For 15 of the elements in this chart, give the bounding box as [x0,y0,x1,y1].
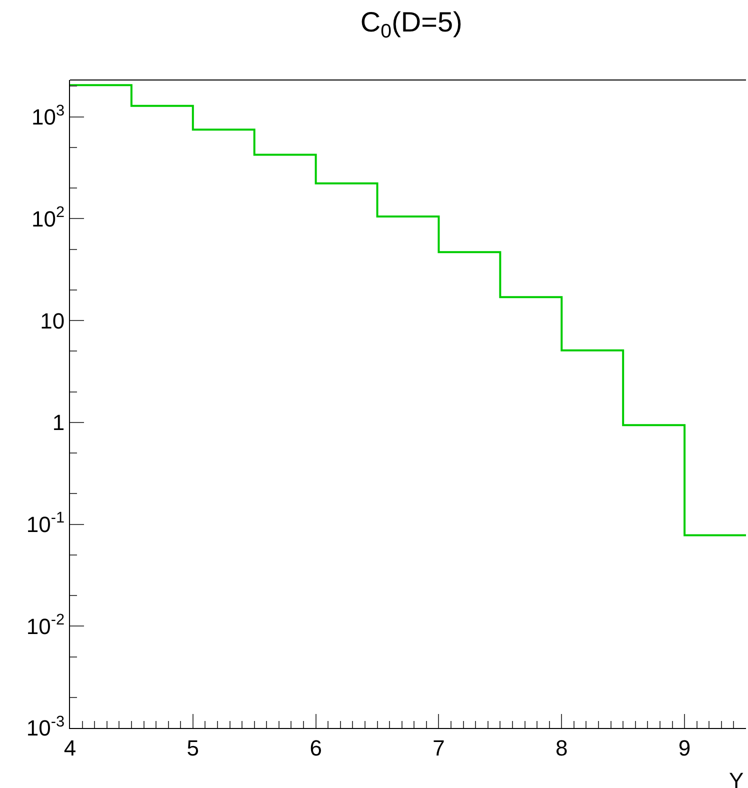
x-tick-label: 8 [556,735,568,760]
y-tick-label: 10$^{-1}$ [26,510,65,537]
x-tick-label: 9 [678,735,691,760]
x-axis-title: Y [729,768,744,788]
x-tick-label: 6 [310,735,322,760]
y-tick-label: 10$^{2}$ [32,204,65,232]
x-tick-label: 4 [64,735,76,760]
y-tick-label: 10$^{3}$ [32,102,65,130]
y-tick-label: 10$^{-2}$ [26,612,65,639]
y-tick-label: 1 [52,410,65,436]
y-tick-label: 10$^{-3}$ [26,713,65,741]
x-tick-label: 5 [186,735,200,760]
chart-title: C$_{0}$(D=5) [360,6,462,42]
x-tick-label: 7 [432,735,445,760]
y-tick-label: 10 [40,308,65,334]
